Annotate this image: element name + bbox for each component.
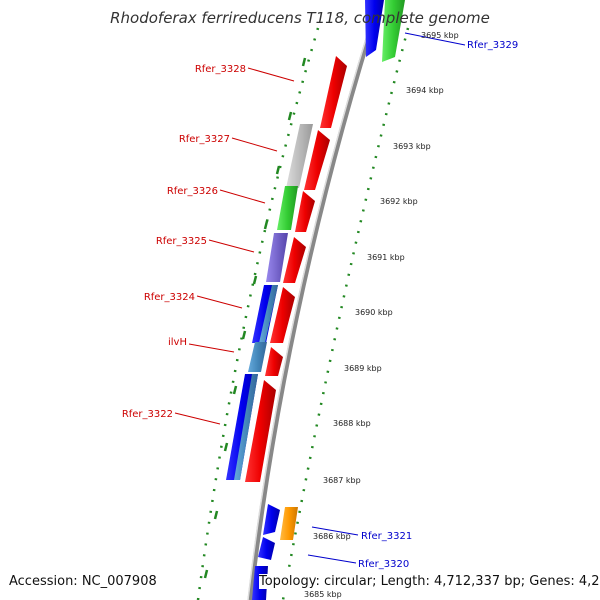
kbp-tick-labels: 3695 kbp 3694 kbp 3693 kbp 3692 kbp 3691… <box>304 31 459 599</box>
label-rfer-3322[interactable]: Rfer_3322 <box>122 409 173 420</box>
gene-rfer-3321-orange <box>280 507 298 540</box>
tick-3688: 3688 kbp <box>333 419 371 428</box>
gene-rfer-3321-blue <box>263 504 280 535</box>
label-rfer-3325[interactable]: Rfer_3325 <box>156 236 207 247</box>
tick-3695: 3695 kbp <box>421 31 459 40</box>
label-leader-lines <box>174 32 466 564</box>
label-rfer-3327[interactable]: Rfer_3327 <box>179 134 230 145</box>
gene-rfer-3329-green <box>382 0 405 62</box>
gene-rfer-3326 <box>295 191 315 232</box>
label-rfer-3329[interactable]: Rfer_3329 <box>467 40 518 51</box>
tick-3687: 3687 kbp <box>323 476 361 485</box>
gene-rfer-3324 <box>270 287 295 343</box>
label-rfer-3328[interactable]: Rfer_3328 <box>195 64 246 75</box>
gene-rfer-3327 <box>304 130 330 190</box>
gene-rfer-3320-blue <box>258 537 275 560</box>
tick-3691: 3691 kbp <box>367 253 405 262</box>
label-rfer-3324[interactable]: Rfer_3324 <box>144 292 195 303</box>
gene-labels[interactable]: Rfer_3329 Rfer_3328 Rfer_3327 Rfer_3326 … <box>122 40 518 570</box>
tick-3685: 3685 kbp <box>304 590 342 599</box>
inner-ring-tick-marks <box>203 57 307 579</box>
gene-rfer-3326-green <box>277 186 298 230</box>
gene-rfer-3322-steel <box>234 374 258 480</box>
map-title: Rhodoferax ferrireducens T118, complete … <box>110 9 490 27</box>
inner-dotted-ring <box>196 27 320 600</box>
genome-backbone <box>247 0 383 600</box>
tick-3693: 3693 kbp <box>393 142 431 151</box>
tick-3694: 3694 kbp <box>406 86 444 95</box>
label-rfer-3326[interactable]: Rfer_3326 <box>167 186 218 197</box>
tick-3692: 3692 kbp <box>380 197 418 206</box>
gene-rfer-3325-purple <box>266 233 288 282</box>
gene-rfer-3322 <box>245 380 276 482</box>
gene-rfer-3325 <box>283 237 306 283</box>
tick-3689: 3689 kbp <box>344 364 382 373</box>
tick-3686: 3686 kbp <box>313 532 351 541</box>
gene-ilvh <box>265 347 283 376</box>
label-rfer-3320[interactable]: Rfer_3320 <box>358 559 409 570</box>
reverse-strand-genes <box>226 0 405 600</box>
forward-strand-genes <box>245 56 347 482</box>
tick-3690: 3690 kbp <box>355 308 393 317</box>
backbone-highlight <box>247 0 379 600</box>
gene-rfer-3324-steel <box>259 285 278 343</box>
gene-ilvh-steel <box>248 342 267 372</box>
label-rfer-3321[interactable]: Rfer_3321 <box>361 531 412 542</box>
gene-rfer-3329-blue <box>365 0 384 57</box>
accession-text: Accession: NC_007908 <box>9 574 157 589</box>
topology-text: Topology: circular; Length: 4,712,337 bp… <box>259 574 600 589</box>
gene-rfer-3328 <box>320 56 347 128</box>
gene-rfer-3327-gray <box>286 124 313 188</box>
label-ilvh[interactable]: ilvH <box>168 337 187 348</box>
